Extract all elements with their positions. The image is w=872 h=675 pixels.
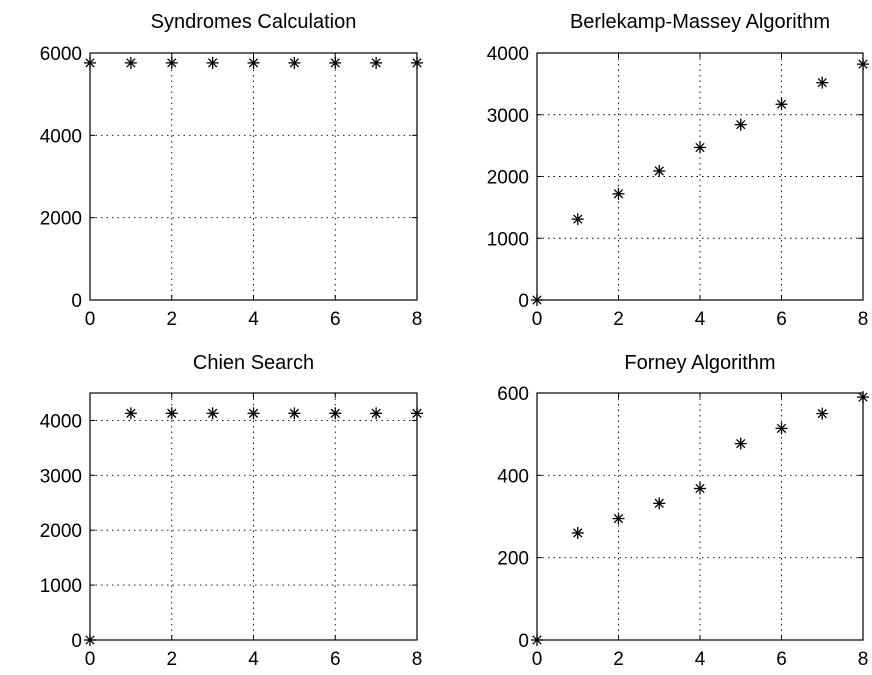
data-point-marker xyxy=(370,407,383,420)
data-point-marker xyxy=(411,407,423,420)
x-tick-label: 8 xyxy=(412,649,423,670)
y-tick-label: 600 xyxy=(497,384,529,405)
data-point-marker xyxy=(694,482,706,495)
x-tick-label: 4 xyxy=(248,649,259,670)
data-point-marker xyxy=(531,294,543,306)
y-tick-label: 2000 xyxy=(40,209,82,230)
x-tick-label: 6 xyxy=(776,309,787,330)
data-point-marker xyxy=(124,407,137,420)
data-point-marker xyxy=(206,56,219,69)
data-point-marker xyxy=(775,98,788,111)
y-tick-label: 400 xyxy=(497,466,529,487)
data-point-marker xyxy=(571,526,584,539)
x-tick-label: 8 xyxy=(858,649,869,670)
subplot-title: Forney Algorithm xyxy=(624,352,775,374)
data-point-marker xyxy=(612,512,625,525)
data-point-marker xyxy=(124,56,137,69)
data-point-marker xyxy=(165,407,178,420)
y-tick-label: 0 xyxy=(518,291,529,312)
data-point-marker xyxy=(816,407,829,420)
data-point-marker xyxy=(411,56,423,69)
data-point-marker xyxy=(165,56,178,69)
data-point-marker xyxy=(857,391,869,404)
data-point-marker xyxy=(571,213,584,226)
y-tick-label: 200 xyxy=(497,549,529,570)
x-tick-label: 4 xyxy=(248,309,259,330)
subplot-forney-algorithm: Forney Algorithm 0 2 4 6 8 0 200 400 600 xyxy=(497,352,869,670)
x-tick-label: 2 xyxy=(613,309,624,330)
x-tick-label: 0 xyxy=(85,649,96,670)
data-point-marker xyxy=(84,634,96,646)
data-point-marker xyxy=(734,437,747,450)
data-point-marker xyxy=(775,422,788,435)
y-tick-label: 0 xyxy=(71,631,82,652)
y-tick-label: 0 xyxy=(71,291,82,312)
axes-frame xyxy=(536,392,864,641)
x-tick-label: 2 xyxy=(613,649,624,670)
subplot-syndromes-calculation: Syndromes Calculation 0 2 4 6 8 0 2000 4000 6000 xyxy=(40,11,423,330)
subplot-title: Chien Search xyxy=(193,352,314,374)
y-tick-label: 4000 xyxy=(487,44,529,65)
data-point-marker xyxy=(329,407,342,420)
subplot-chien-search: Chien Search 0 2 4 6 8 0 1000 2000 3000 4000 xyxy=(40,352,423,670)
axes-frame xyxy=(536,52,864,301)
x-tick-label: 6 xyxy=(330,309,341,330)
x-tick-label: 4 xyxy=(695,309,706,330)
y-tick-label: 1000 xyxy=(487,229,529,250)
data-point-marker xyxy=(370,56,383,69)
data-point-marker xyxy=(329,56,342,69)
y-tick-label: 4000 xyxy=(40,411,82,432)
subplot-berlekamp-massey: Berlekamp-Massey Algorithm 0 2 4 6 8 0 1000 200… xyxy=(487,11,869,330)
data-point-marker xyxy=(206,407,219,420)
x-tick-label: 8 xyxy=(858,309,869,330)
y-tick-label: 3000 xyxy=(40,466,82,487)
x-tick-label: 0 xyxy=(532,309,543,330)
x-tick-label: 2 xyxy=(166,649,177,670)
y-tick-label: 3000 xyxy=(487,106,529,127)
data-point-marker xyxy=(247,56,260,69)
data-point-marker xyxy=(288,407,301,420)
subplot-title: Syndromes Calculation xyxy=(151,11,357,33)
axes-frame xyxy=(89,52,418,301)
subplot-title: Berlekamp-Massey Algorithm xyxy=(570,11,830,33)
x-tick-label: 0 xyxy=(532,649,543,670)
data-point-marker xyxy=(857,58,869,71)
axes-frame xyxy=(89,392,418,641)
y-tick-label: 6000 xyxy=(40,44,82,65)
y-tick-label: 2000 xyxy=(40,521,82,542)
x-tick-label: 6 xyxy=(776,649,787,670)
data-point-marker xyxy=(694,141,706,154)
x-tick-label: 4 xyxy=(695,649,706,670)
x-tick-label: 2 xyxy=(166,309,177,330)
data-point-marker xyxy=(247,407,260,420)
y-tick-label: 4000 xyxy=(40,126,82,147)
data-point-marker xyxy=(734,118,747,131)
x-tick-label: 6 xyxy=(330,649,341,670)
data-point-marker xyxy=(531,634,543,646)
x-tick-label: 0 xyxy=(85,309,96,330)
data-point-marker xyxy=(612,187,625,200)
data-point-marker xyxy=(84,56,96,69)
data-point-marker xyxy=(288,56,301,69)
y-tick-label: 1000 xyxy=(40,576,82,597)
data-point-marker xyxy=(653,164,666,177)
data-point-marker xyxy=(653,497,666,510)
x-tick-label: 8 xyxy=(412,309,423,330)
y-tick-label: 2000 xyxy=(487,168,529,189)
y-tick-label: 0 xyxy=(518,631,529,652)
data-point-marker xyxy=(816,76,829,89)
